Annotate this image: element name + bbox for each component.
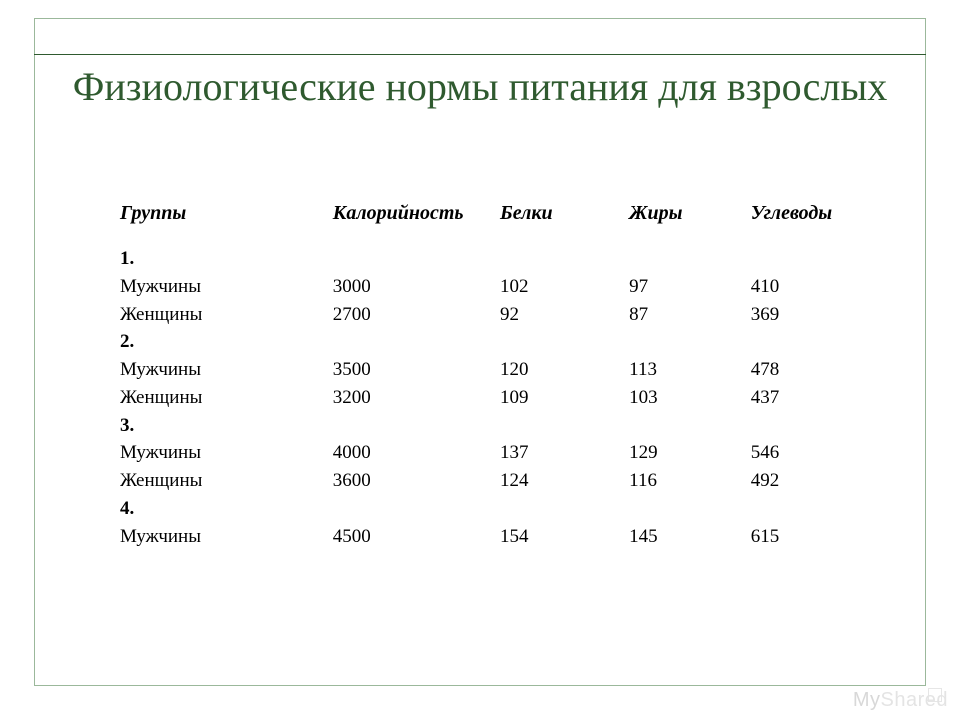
table-cell: 478 [751, 356, 880, 384]
table-cell: 137 [500, 439, 629, 467]
table-cell: 4000 [333, 439, 500, 467]
table-row: Мужчины4500154145615 [120, 523, 880, 551]
title-rule [34, 54, 926, 55]
table-group-row: 1. [120, 245, 880, 273]
table-group-row: 3. [120, 412, 880, 440]
slide: Физиологические нормы питания для взросл… [0, 0, 960, 720]
table-group-row: 2. [120, 328, 880, 356]
table-row: Мужчины4000137129546 [120, 439, 880, 467]
table-col-header: Группы [120, 200, 333, 245]
table-col-header: Белки [500, 200, 629, 245]
table-cell: 120 [500, 356, 629, 384]
table-cell: 3500 [333, 356, 500, 384]
table-cell: 492 [751, 467, 880, 495]
table-cell: 154 [500, 523, 629, 551]
table-cell: 2700 [333, 301, 500, 329]
row-label: Мужчины [120, 273, 333, 301]
table-group-row: 4. [120, 495, 880, 523]
nutrition-table: ГруппыКалорийностьБелкиЖирыУглеводы 1.Му… [120, 200, 880, 550]
table-row: Женщины27009287369 [120, 301, 880, 329]
row-label: Мужчины [120, 356, 333, 384]
group-label: 2. [120, 328, 880, 356]
table-cell: 437 [751, 384, 880, 412]
table-cell: 3000 [333, 273, 500, 301]
table-cell: 113 [629, 356, 751, 384]
group-label: 3. [120, 412, 880, 440]
table-cell: 3600 [333, 467, 500, 495]
table-cell: 145 [629, 523, 751, 551]
table-body: 1.Мужчины300010297410Женщины270092873692… [120, 245, 880, 550]
table-cell: 103 [629, 384, 751, 412]
table-row: Мужчины300010297410 [120, 273, 880, 301]
table-cell: 546 [751, 439, 880, 467]
table-col-header: Жиры [629, 200, 751, 245]
watermark-part2: Shared [881, 689, 949, 711]
table-cell: 97 [629, 273, 751, 301]
table-cell: 410 [751, 273, 880, 301]
table-cell: 102 [500, 273, 629, 301]
row-label: Мужчины [120, 439, 333, 467]
table-cell: 4500 [333, 523, 500, 551]
table-cell: 369 [751, 301, 880, 329]
table-cell: 116 [629, 467, 751, 495]
table-cell: 129 [629, 439, 751, 467]
watermark-part1: My [853, 689, 881, 711]
table-head: ГруппыКалорийностьБелкиЖирыУглеводы [120, 200, 880, 245]
table-row: Мужчины3500120113478 [120, 356, 880, 384]
table-header-row: ГруппыКалорийностьБелкиЖирыУглеводы [120, 200, 880, 245]
table-cell: 87 [629, 301, 751, 329]
table-cell: 615 [751, 523, 880, 551]
table-cell: 3200 [333, 384, 500, 412]
table-col-header: Углеводы [751, 200, 880, 245]
row-label: Женщины [120, 384, 333, 412]
table-cell: 92 [500, 301, 629, 329]
watermark: MyShared [853, 689, 948, 712]
group-label: 1. [120, 245, 880, 273]
row-label: Женщины [120, 467, 333, 495]
row-label: Женщины [120, 301, 333, 329]
table-row: Женщины3600124116492 [120, 467, 880, 495]
content-area: ГруппыКалорийностьБелкиЖирыУглеводы 1.Му… [120, 200, 880, 550]
table-col-header: Калорийность [333, 200, 500, 245]
group-label: 4. [120, 495, 880, 523]
table-cell: 109 [500, 384, 629, 412]
slide-title: Физиологические нормы питания для взросл… [34, 62, 926, 112]
table-cell: 124 [500, 467, 629, 495]
row-label: Мужчины [120, 523, 333, 551]
table-row: Женщины3200109103437 [120, 384, 880, 412]
